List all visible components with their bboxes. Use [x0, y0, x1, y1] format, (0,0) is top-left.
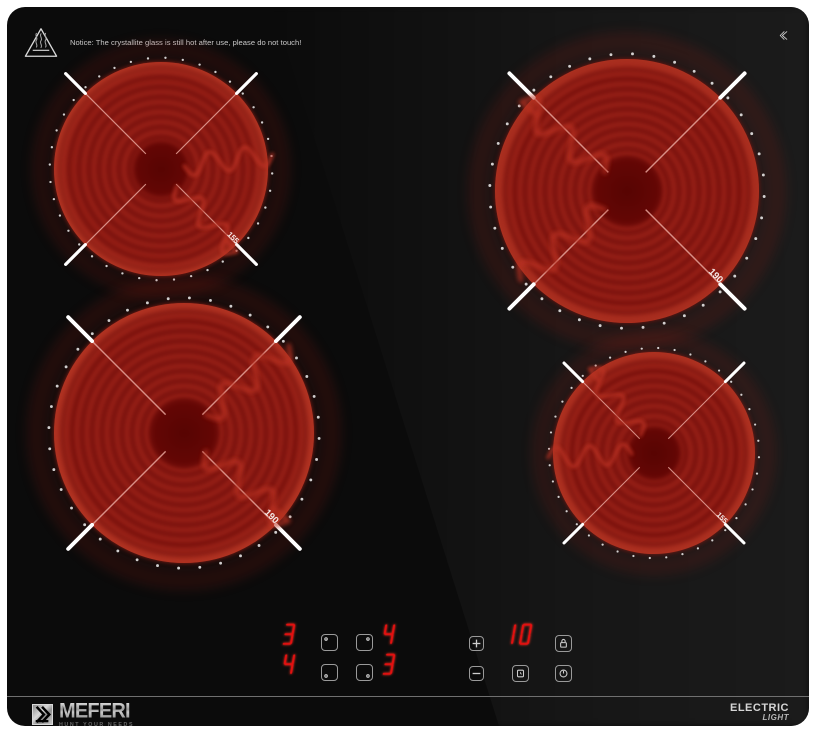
svg-text:155: 155	[715, 510, 730, 525]
svg-text:190: 190	[706, 267, 725, 286]
